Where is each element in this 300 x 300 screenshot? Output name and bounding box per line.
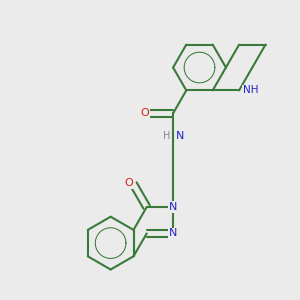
- Text: N: N: [169, 202, 177, 212]
- Text: NH: NH: [243, 85, 258, 95]
- Text: N: N: [176, 131, 184, 141]
- Text: O: O: [140, 108, 149, 118]
- Text: O: O: [124, 178, 134, 188]
- Text: N: N: [169, 229, 177, 238]
- Text: H: H: [163, 131, 170, 141]
